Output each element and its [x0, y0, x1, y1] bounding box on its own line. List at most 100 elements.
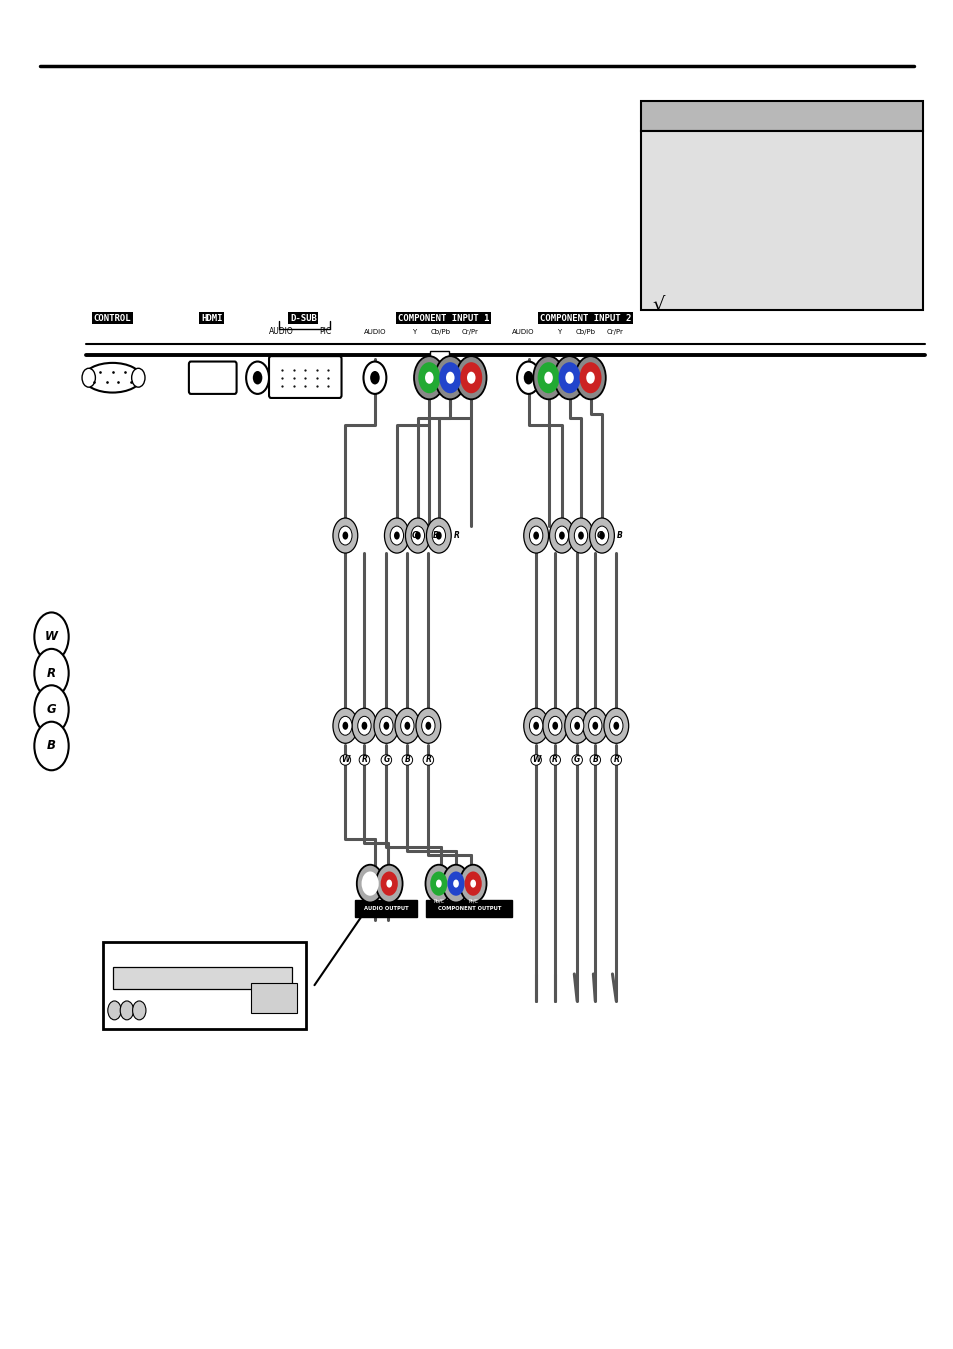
Circle shape	[370, 371, 379, 384]
Circle shape	[132, 368, 145, 387]
Text: R: R	[613, 755, 618, 765]
Text: AUDIO: AUDIO	[363, 329, 386, 335]
Text: R: R	[47, 666, 56, 680]
Circle shape	[432, 526, 445, 545]
Circle shape	[395, 708, 419, 743]
Circle shape	[417, 362, 440, 394]
Text: B: B	[592, 755, 598, 765]
Circle shape	[456, 356, 486, 399]
Text: B: B	[47, 739, 56, 753]
Circle shape	[34, 649, 69, 697]
Text: R: R	[361, 755, 367, 765]
Text: W: W	[45, 630, 58, 643]
Text: Cr/Pr: Cr/Pr	[606, 329, 623, 335]
Circle shape	[586, 372, 594, 383]
Circle shape	[588, 716, 601, 735]
Circle shape	[342, 532, 348, 540]
FancyBboxPatch shape	[355, 900, 416, 917]
Circle shape	[430, 871, 447, 896]
FancyBboxPatch shape	[269, 356, 341, 398]
Circle shape	[548, 716, 561, 735]
Circle shape	[537, 362, 559, 394]
Text: G: G	[574, 755, 579, 765]
Circle shape	[338, 716, 352, 735]
Circle shape	[132, 1001, 146, 1020]
Circle shape	[578, 532, 583, 540]
Circle shape	[613, 722, 618, 730]
Circle shape	[459, 362, 482, 394]
Text: COMPONENT INPUT 1: COMPONENT INPUT 1	[397, 314, 489, 322]
Circle shape	[333, 518, 357, 553]
Circle shape	[467, 372, 475, 383]
Circle shape	[470, 880, 476, 888]
FancyBboxPatch shape	[640, 131, 922, 310]
Circle shape	[363, 362, 386, 394]
Circle shape	[384, 518, 409, 553]
Circle shape	[120, 1001, 133, 1020]
Circle shape	[558, 362, 580, 394]
Text: Cb/Pb: Cb/Pb	[576, 329, 595, 335]
Text: PIC: PIC	[319, 328, 331, 336]
Circle shape	[375, 865, 402, 902]
Text: R: R	[454, 532, 459, 540]
Circle shape	[356, 865, 383, 902]
FancyBboxPatch shape	[103, 942, 306, 1029]
FancyBboxPatch shape	[426, 900, 512, 917]
Text: R: R	[552, 755, 558, 765]
FancyBboxPatch shape	[251, 983, 296, 1013]
FancyBboxPatch shape	[640, 101, 922, 131]
Text: Pr/C: Pr/C	[468, 898, 477, 904]
Circle shape	[453, 880, 458, 888]
Circle shape	[558, 532, 564, 540]
Circle shape	[415, 532, 420, 540]
Text: W: W	[341, 755, 349, 765]
Circle shape	[357, 716, 371, 735]
Circle shape	[549, 518, 574, 553]
Ellipse shape	[84, 363, 141, 393]
Circle shape	[446, 372, 454, 383]
Circle shape	[425, 865, 452, 902]
Circle shape	[533, 722, 538, 730]
Circle shape	[568, 518, 593, 553]
Circle shape	[592, 722, 598, 730]
Circle shape	[436, 532, 441, 540]
Circle shape	[574, 722, 579, 730]
Circle shape	[361, 871, 378, 896]
Circle shape	[338, 526, 352, 545]
Circle shape	[383, 722, 389, 730]
Circle shape	[544, 372, 552, 383]
FancyBboxPatch shape	[112, 967, 292, 989]
Circle shape	[367, 880, 373, 888]
Circle shape	[598, 532, 604, 540]
Circle shape	[529, 526, 542, 545]
Text: G: G	[47, 703, 56, 716]
Circle shape	[565, 372, 573, 383]
Text: HDMI: HDMI	[201, 314, 222, 322]
Text: B: B	[433, 532, 438, 540]
Circle shape	[386, 880, 392, 888]
Circle shape	[578, 362, 601, 394]
Circle shape	[435, 356, 465, 399]
Circle shape	[253, 371, 262, 384]
Text: Y: Y	[557, 329, 560, 335]
Circle shape	[394, 532, 399, 540]
Circle shape	[595, 526, 608, 545]
Text: B: B	[617, 532, 622, 540]
Circle shape	[426, 518, 451, 553]
Text: B: B	[404, 755, 410, 765]
Circle shape	[517, 362, 539, 394]
Circle shape	[411, 526, 424, 545]
Circle shape	[542, 708, 567, 743]
Text: COMPONENT OUTPUT: COMPONENT OUTPUT	[437, 907, 500, 911]
Circle shape	[564, 708, 589, 743]
Text: W: W	[532, 755, 539, 765]
Circle shape	[390, 526, 403, 545]
Text: AUDIO: AUDIO	[511, 329, 534, 335]
Circle shape	[246, 362, 269, 394]
Circle shape	[404, 722, 410, 730]
Text: Y: Y	[412, 329, 416, 335]
Circle shape	[523, 518, 548, 553]
Circle shape	[379, 716, 393, 735]
FancyBboxPatch shape	[430, 351, 449, 362]
Text: CONTROL: CONTROL	[93, 314, 132, 322]
